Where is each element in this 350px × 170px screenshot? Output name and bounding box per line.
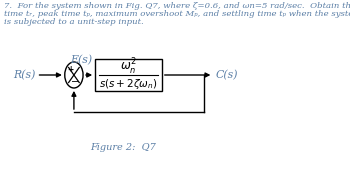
- Text: −: −: [71, 77, 79, 87]
- Text: C(s): C(s): [215, 70, 238, 80]
- FancyBboxPatch shape: [95, 59, 162, 91]
- Text: Figure 2:  Q7: Figure 2: Q7: [90, 143, 156, 152]
- Text: E(s): E(s): [70, 55, 92, 65]
- Text: R(s): R(s): [13, 70, 35, 80]
- Text: 7.  For the system shown in Fig. Q7, where ζ=0.6, and ωn=5 rad/sec.  Obtain the : 7. For the system shown in Fig. Q7, wher…: [4, 2, 350, 10]
- Text: $s(s + 2\zeta\omega_n)$: $s(s + 2\zeta\omega_n)$: [99, 77, 158, 91]
- Text: $\omega_n^2$: $\omega_n^2$: [120, 57, 137, 77]
- Text: is subjected to a unit-step input.: is subjected to a unit-step input.: [4, 18, 143, 26]
- Text: time tᵣ, peak time tₚ, maximum overshoot Mₚ, and settling time tₚ when the syste: time tᵣ, peak time tₚ, maximum overshoot…: [4, 10, 350, 18]
- Text: +: +: [67, 64, 74, 73]
